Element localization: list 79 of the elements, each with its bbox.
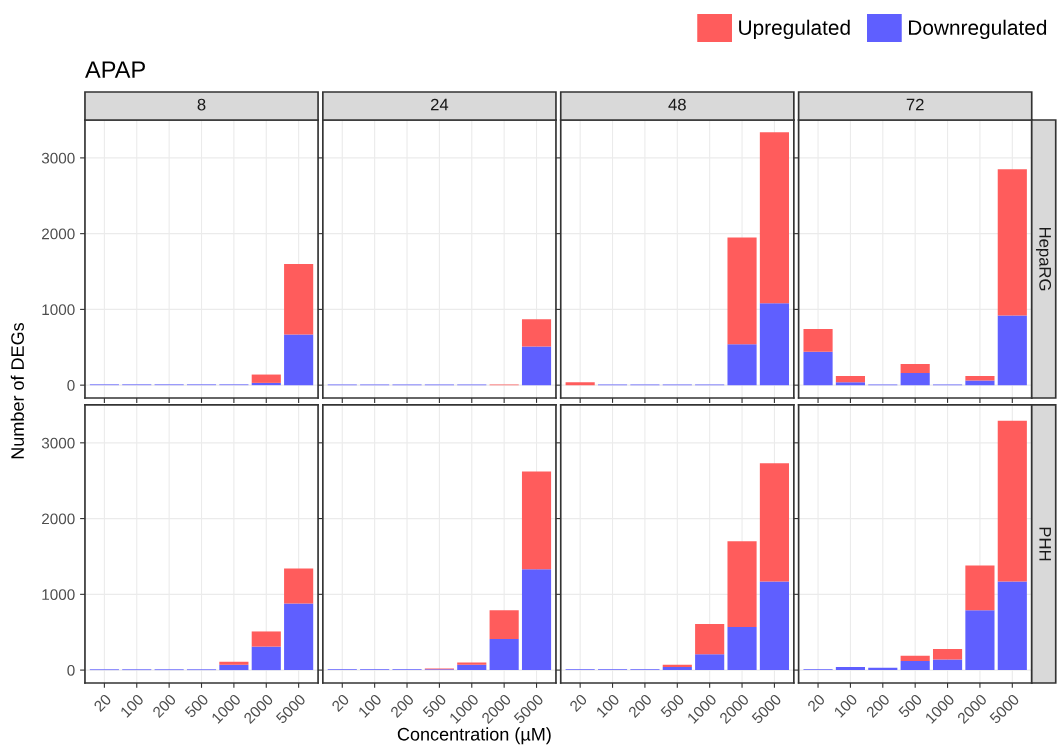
bar: [835, 667, 865, 671]
chart-title: 48: [668, 98, 686, 111]
bar: [219, 664, 249, 671]
x-tick-label: 20: [331, 693, 350, 713]
y-tick-label: 2000: [42, 513, 75, 525]
bar: [900, 373, 930, 386]
y2-axis-title: PHH: [1039, 527, 1051, 561]
x-tick-label: 20: [93, 693, 112, 713]
bar: [900, 655, 930, 661]
bar: [997, 315, 1027, 386]
bar: [727, 344, 757, 386]
x-tick-label: 500: [659, 693, 685, 719]
y-axis-title: Number of DEGs: [10, 322, 24, 459]
x-tick-label: 20: [806, 693, 826, 713]
bar: [997, 420, 1027, 582]
x-axis-title: Concentration (µM): [397, 727, 551, 745]
legend-label: Downregulated: [909, 19, 1047, 40]
bar: [965, 380, 995, 386]
x-tick-label: 100: [119, 693, 145, 718]
bar: [284, 568, 314, 604]
x-tick-label: 200: [389, 693, 415, 719]
bar: [284, 334, 314, 386]
x-tick-label: 500: [422, 693, 447, 719]
bar: [965, 565, 995, 611]
bar: [727, 237, 757, 345]
bar: [997, 169, 1027, 316]
bar: [565, 382, 595, 386]
bar: [932, 659, 963, 671]
bar: [489, 610, 519, 640]
x-tick-label: 20: [568, 693, 588, 713]
y-tick-label: 3000: [41, 437, 75, 449]
y2-axis-title: HepaRG: [1035, 227, 1052, 291]
x-tick-label: 200: [151, 693, 177, 719]
y-tick-label: 3000: [41, 152, 75, 164]
x-tick-label: 100: [595, 693, 621, 718]
bar: [900, 363, 930, 374]
bar: [803, 329, 833, 352]
bar: [835, 382, 865, 386]
chart-title: 24: [430, 98, 449, 111]
bar: [759, 303, 789, 386]
x-tick-label: 100: [357, 693, 383, 718]
x-tick-label: 500: [184, 693, 210, 719]
bar: [900, 661, 930, 671]
bar: [965, 610, 995, 671]
bar: [932, 648, 963, 660]
bar: [457, 664, 487, 671]
legend-label: Upregulated: [739, 19, 850, 40]
bar: [251, 631, 281, 647]
bar: [284, 603, 314, 671]
chart-title: 72: [906, 98, 924, 111]
bar: [727, 541, 757, 627]
bar: [997, 581, 1027, 671]
y-tick-label: 0: [67, 380, 75, 391]
bar: [489, 639, 519, 671]
bar: [521, 569, 552, 671]
y-tick-label: 1000: [42, 304, 75, 316]
bar: [759, 463, 789, 582]
y-tick-label: 2000: [42, 228, 75, 240]
bar: [727, 626, 757, 671]
bar: [803, 351, 833, 386]
bar: [695, 654, 725, 671]
bar: [284, 263, 314, 335]
x-tick-label: 200: [627, 693, 653, 719]
bar: [219, 661, 249, 665]
y-tick-label: 0: [67, 664, 75, 676]
text: APAP: [85, 61, 145, 78]
bar: [835, 376, 865, 383]
y-tick-label: 1000: [42, 589, 75, 601]
bar: [521, 471, 552, 570]
bar: [251, 374, 281, 383]
bar: [965, 376, 995, 381]
x-tick-label: 200: [865, 693, 891, 719]
chart-title: 8: [197, 98, 206, 111]
bar: [759, 132, 789, 304]
bar: [251, 646, 281, 671]
x-tick-label: 500: [897, 693, 923, 719]
x-tick-label: 100: [833, 693, 858, 718]
bar: [695, 623, 725, 655]
bar: [759, 581, 789, 671]
